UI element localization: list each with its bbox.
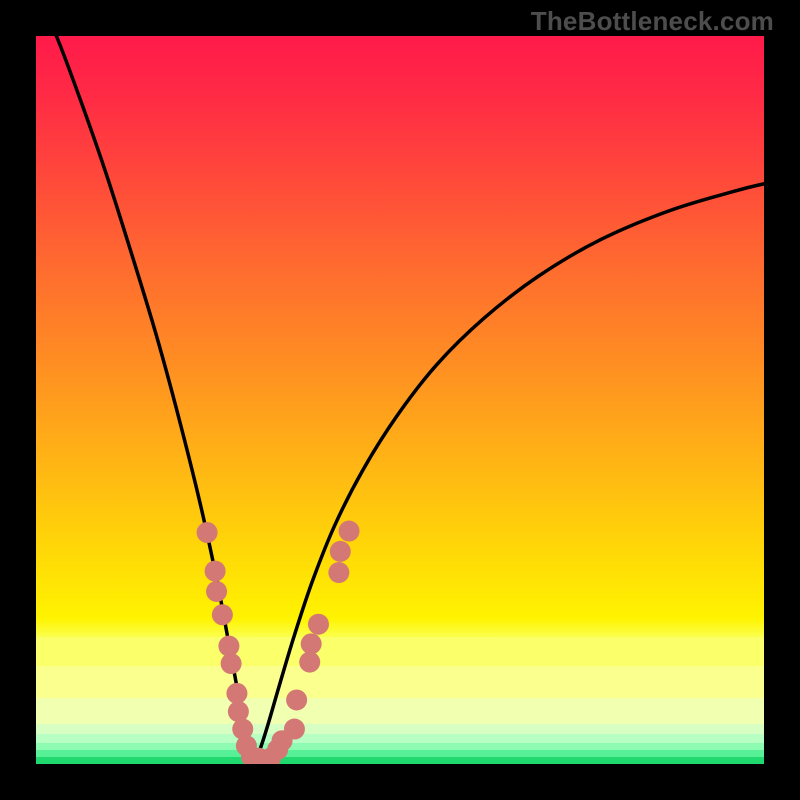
marker-dot	[205, 561, 226, 582]
marker-dot	[221, 653, 242, 674]
marker-dot	[299, 652, 320, 673]
marker-dot	[212, 604, 233, 625]
watermark-text: TheBottleneck.com	[531, 6, 774, 37]
frame-border	[764, 0, 800, 800]
marker-dot	[206, 581, 227, 602]
marker-dot	[330, 541, 351, 562]
curve-right-branch	[254, 184, 764, 763]
frame-border	[0, 0, 36, 800]
marker-dot	[284, 719, 305, 740]
marker-dot	[308, 614, 329, 635]
marker-dot	[339, 521, 360, 542]
marker-dot	[301, 633, 322, 654]
chart-svg	[36, 36, 764, 764]
marker-dot	[286, 689, 307, 710]
marker-dot	[228, 701, 249, 722]
frame-border	[0, 764, 800, 800]
marker-dot	[226, 683, 247, 704]
curve-left-branch	[36, 36, 252, 763]
marker-dot	[197, 522, 218, 543]
marker-dot	[328, 562, 349, 583]
plot-area	[36, 36, 764, 764]
